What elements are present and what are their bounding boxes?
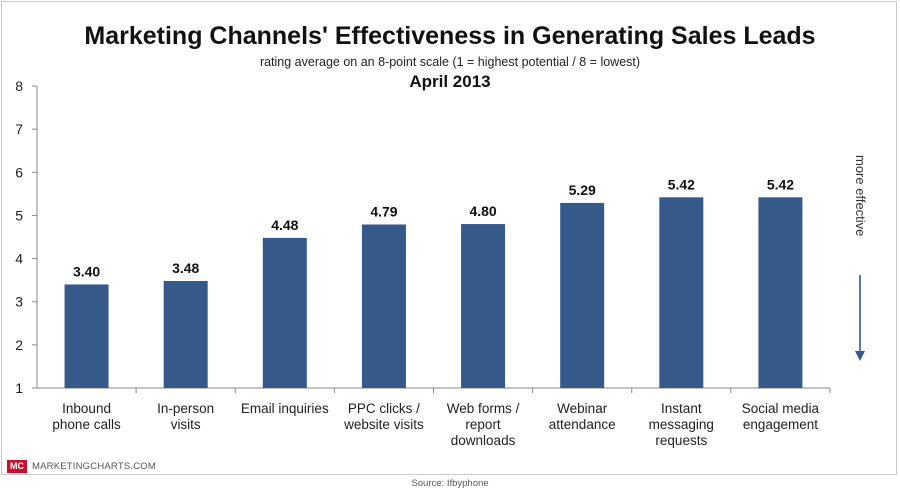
y-tick-label: 4	[15, 251, 23, 267]
down-arrow-icon	[855, 275, 865, 361]
x-category-label: Web forms /	[447, 401, 520, 416]
footer-source: Source: Ifbyphone	[411, 478, 489, 489]
y-tick-label: 5	[15, 207, 23, 223]
bar-value-label: 4.80	[469, 203, 496, 219]
x-category-label: Email inquiries	[241, 401, 329, 416]
x-category-label: website visits	[343, 417, 424, 432]
chart-title: Marketing Channels' Effectiveness in Gen…	[84, 22, 816, 50]
side-annotation: more effective	[835, 155, 895, 375]
y-tick-label: 7	[15, 121, 23, 137]
x-category-label: messaging	[649, 417, 714, 432]
bar	[560, 202, 605, 388]
x-category-label: attendance	[549, 417, 616, 432]
bar-value-label: 3.48	[172, 260, 199, 276]
y-tick-label: 8	[15, 78, 23, 94]
bar	[163, 281, 208, 388]
x-category-label: Webinar	[557, 401, 608, 416]
bar-value-label: 5.42	[767, 176, 794, 192]
footer-site: MARKETINGCHARTS.COM	[32, 461, 156, 472]
side-annotation-label: more effective	[853, 155, 868, 237]
x-category-label: report	[465, 417, 501, 432]
bar	[262, 237, 307, 388]
y-tick-label: 3	[15, 294, 23, 310]
x-category-label: PPC clicks /	[348, 401, 420, 416]
y-tick-label: 2	[15, 337, 23, 353]
x-category-label: requests	[655, 433, 707, 448]
bar	[64, 284, 109, 388]
bar-value-label: 5.29	[569, 182, 596, 198]
y-tick-label: 6	[15, 164, 23, 180]
x-category-label: In-person	[157, 401, 214, 416]
bar	[361, 224, 406, 388]
chart-date: April 2013	[409, 72, 491, 91]
bar	[659, 197, 704, 388]
x-category-label: engagement	[743, 417, 818, 432]
bar	[461, 224, 506, 388]
chart-frame	[1, 1, 897, 475]
x-category-label: visits	[171, 417, 201, 432]
x-category-label: Instant	[661, 401, 702, 416]
x-category-label: phone calls	[52, 417, 121, 432]
bar-value-label: 4.79	[370, 203, 397, 219]
bar-value-label: 5.42	[668, 176, 695, 192]
x-category-label: downloads	[451, 433, 516, 448]
bar-value-label: 4.48	[271, 217, 298, 233]
y-tick-label: 1	[15, 380, 23, 396]
x-category-label: Inbound	[62, 401, 111, 416]
bar-value-label: 3.40	[73, 263, 100, 279]
bar	[758, 197, 803, 388]
x-category-label: Social media	[742, 401, 820, 416]
marketingcharts-logo: MC	[7, 460, 27, 473]
chart-subtitle: rating average on an 8-point scale (1 = …	[259, 55, 641, 69]
